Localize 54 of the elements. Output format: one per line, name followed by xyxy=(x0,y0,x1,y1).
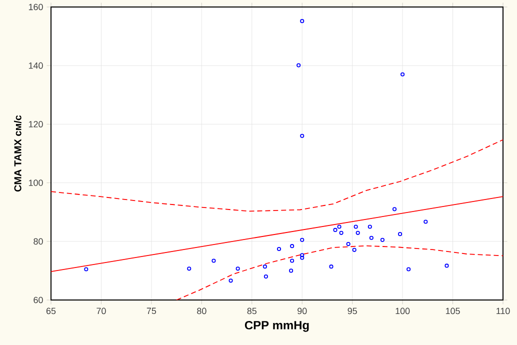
point xyxy=(406,267,411,272)
point xyxy=(333,228,338,232)
point xyxy=(262,264,267,269)
x-tick-label: 95 xyxy=(348,308,357,314)
x-tick-label: 100 xyxy=(396,308,410,314)
y-tick-label: 120 xyxy=(28,121,43,128)
x-axis-title: CPP mmHg xyxy=(244,320,309,332)
point xyxy=(368,224,372,229)
line-series xyxy=(51,139,504,212)
y-tick-label: 100 xyxy=(28,180,43,186)
point xyxy=(289,268,294,273)
point xyxy=(424,220,428,224)
point xyxy=(392,207,397,212)
point xyxy=(296,63,301,68)
point xyxy=(300,256,304,260)
x-tick-label: 90 xyxy=(298,308,307,314)
x-tick-label: 105 xyxy=(446,308,460,314)
point xyxy=(264,274,268,279)
line-series xyxy=(176,245,504,300)
point xyxy=(329,264,334,269)
y-tick-label: 160 xyxy=(28,4,43,10)
y-tick-label: 140 xyxy=(28,62,43,69)
x-tick-label: 110 xyxy=(496,308,510,314)
point xyxy=(212,258,216,263)
x-tick-label: 80 xyxy=(197,308,206,314)
point xyxy=(346,242,350,246)
x-tick-label: 85 xyxy=(247,308,256,314)
point xyxy=(300,134,304,138)
point xyxy=(187,266,192,271)
x-tick-label: 75 xyxy=(146,308,156,314)
point xyxy=(400,72,405,76)
y-axis-title: CMA TAMX см/с xyxy=(14,115,22,192)
point xyxy=(276,246,282,252)
point xyxy=(300,238,304,242)
point xyxy=(398,232,402,236)
point xyxy=(354,224,358,229)
y-tick-label: 80 xyxy=(34,238,43,245)
point xyxy=(290,244,294,248)
y-tick-label: 60 xyxy=(34,296,43,304)
point xyxy=(352,248,356,252)
point xyxy=(356,230,360,235)
x-tick-label: 65 xyxy=(46,308,56,314)
point xyxy=(228,278,233,283)
point xyxy=(339,230,344,235)
point xyxy=(84,267,88,272)
point xyxy=(290,258,294,263)
point xyxy=(369,236,374,240)
x-tick-label: 70 xyxy=(96,308,106,314)
point xyxy=(300,253,304,258)
point xyxy=(337,224,342,229)
point xyxy=(380,238,385,242)
point xyxy=(300,19,304,24)
point xyxy=(236,266,240,271)
point xyxy=(444,264,449,268)
